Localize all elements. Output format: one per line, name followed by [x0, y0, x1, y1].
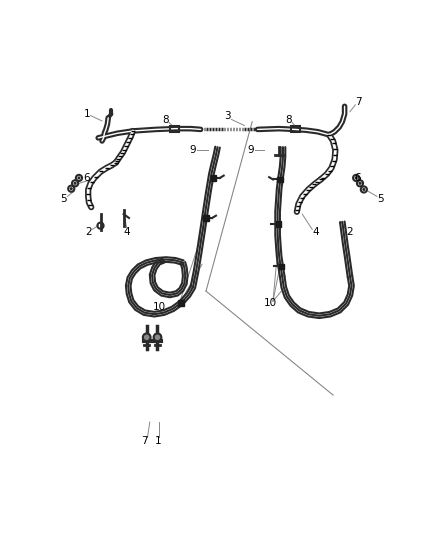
- Text: 7: 7: [355, 98, 362, 108]
- Bar: [178, 300, 184, 306]
- Text: 1: 1: [83, 109, 90, 119]
- Text: 10: 10: [263, 297, 276, 308]
- Bar: [276, 221, 281, 227]
- Bar: [211, 175, 216, 181]
- Text: 5: 5: [378, 193, 384, 204]
- Circle shape: [362, 188, 365, 191]
- Text: 10: 10: [153, 302, 166, 311]
- Circle shape: [78, 176, 81, 180]
- Text: 4: 4: [124, 227, 130, 237]
- Text: 7: 7: [141, 436, 148, 446]
- Text: 5: 5: [60, 193, 67, 204]
- Bar: [203, 215, 208, 221]
- Text: 1: 1: [155, 436, 162, 446]
- Text: 9: 9: [190, 145, 196, 155]
- Text: 4: 4: [312, 227, 319, 237]
- Text: 2: 2: [85, 227, 92, 237]
- Bar: [279, 264, 284, 269]
- Bar: [277, 177, 283, 182]
- Text: 2: 2: [346, 227, 353, 237]
- Text: 6: 6: [354, 173, 361, 183]
- Circle shape: [143, 334, 151, 341]
- Circle shape: [358, 182, 361, 185]
- Bar: [291, 126, 300, 132]
- Text: 6: 6: [83, 173, 90, 183]
- Bar: [170, 126, 179, 132]
- Circle shape: [74, 182, 77, 185]
- Text: 8: 8: [285, 115, 292, 125]
- Circle shape: [154, 334, 161, 341]
- Text: 8: 8: [162, 115, 169, 125]
- Circle shape: [355, 176, 358, 180]
- Text: 9: 9: [247, 145, 254, 155]
- Circle shape: [70, 187, 73, 190]
- Text: 3: 3: [224, 111, 231, 122]
